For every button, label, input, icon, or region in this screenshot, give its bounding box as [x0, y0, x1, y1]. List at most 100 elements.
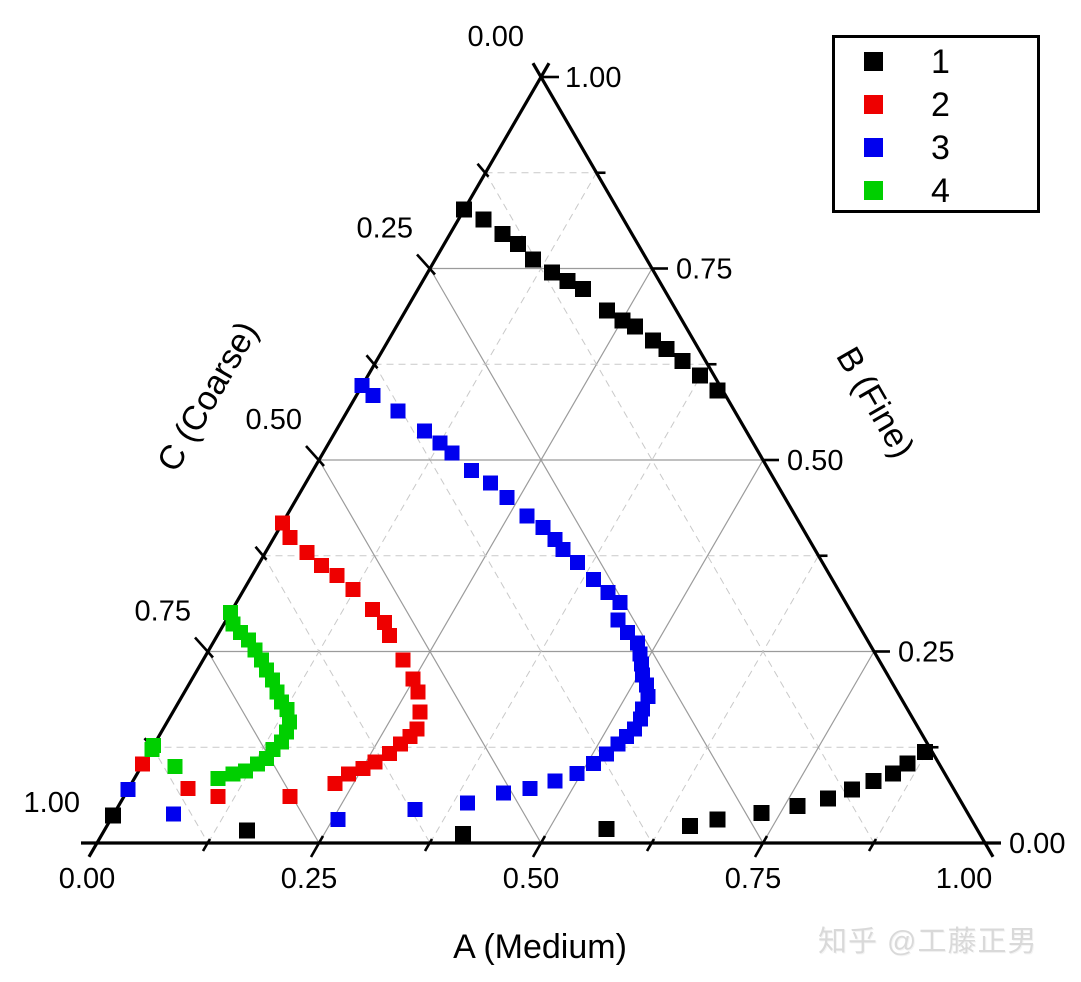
- data-point-marker: [633, 656, 649, 672]
- data-point-marker: [390, 403, 406, 419]
- data-point-marker: [495, 785, 511, 801]
- tick-label-c: 0.00: [468, 21, 524, 53]
- tick-c: [476, 162, 490, 178]
- data-point-marker: [367, 754, 383, 770]
- data-point-marker: [535, 519, 551, 535]
- tick-c: [254, 545, 268, 561]
- data-point-marker: [899, 755, 916, 772]
- data-point-marker: [340, 766, 356, 782]
- data-point-marker: [355, 761, 371, 777]
- data-point-marker: [843, 781, 860, 798]
- data-point-marker: [709, 811, 726, 828]
- tick-a: [645, 838, 656, 852]
- data-point-marker: [329, 568, 345, 584]
- gridline-minor: [651, 555, 819, 844]
- data-point-marker: [407, 801, 423, 817]
- legend-item-label: 3: [931, 128, 950, 167]
- data-point-marker: [612, 595, 628, 610]
- tick-label-c: 1.00: [24, 787, 80, 819]
- tick-label-a: 0.50: [503, 863, 559, 895]
- data-point-marker: [658, 340, 675, 357]
- legend-swatch-icon: [864, 138, 883, 157]
- data-point-marker: [598, 821, 615, 838]
- data-point-marker: [282, 529, 298, 545]
- gridline-minor: [485, 172, 875, 844]
- data-point-marker: [365, 388, 381, 404]
- series-2-points: [135, 515, 428, 804]
- gridline-minor: [873, 746, 930, 844]
- gridline-minor: [374, 363, 653, 844]
- data-point-marker: [395, 652, 411, 668]
- data-point-marker: [275, 515, 291, 531]
- data-point-marker: [382, 745, 398, 761]
- data-point-marker: [279, 702, 295, 718]
- data-point-marker: [412, 704, 428, 720]
- data-point-marker: [210, 771, 226, 787]
- legend-swatch-icon: [864, 181, 883, 200]
- data-point-marker: [145, 738, 161, 754]
- data-point-marker: [569, 555, 585, 571]
- data-point-marker: [482, 475, 498, 491]
- data-point-marker: [456, 201, 473, 218]
- tick-a: [201, 838, 212, 852]
- series-4-points: [144, 604, 298, 787]
- legend-item-label: 4: [931, 171, 950, 210]
- data-point-marker: [249, 756, 265, 772]
- tick-a: [753, 835, 769, 858]
- data-point-marker: [614, 312, 631, 329]
- tick-a: [867, 838, 878, 852]
- gridline-minor: [207, 172, 597, 844]
- data-point-marker: [753, 805, 770, 822]
- data-point-marker: [547, 773, 563, 789]
- data-point-marker: [105, 807, 121, 824]
- tick-label-a: 0.75: [725, 863, 781, 895]
- gridline-minor: [429, 363, 708, 844]
- data-point-marker: [644, 332, 661, 349]
- data-point-marker: [180, 781, 196, 797]
- data-point-marker: [522, 781, 538, 797]
- watermark-text: 知乎 @工藤正男: [818, 926, 1038, 958]
- legend-item: 3: [835, 126, 1037, 169]
- data-point-marker: [444, 445, 460, 461]
- data-point-marker: [917, 743, 934, 760]
- data-point-marker: [165, 806, 181, 822]
- data-point-marker: [555, 542, 571, 558]
- tick-c: [365, 354, 379, 370]
- legend-item: 4: [835, 169, 1037, 212]
- data-point-marker: [120, 781, 136, 797]
- data-point-marker: [639, 677, 655, 693]
- data-point-marker: [865, 773, 882, 789]
- data-point-marker: [210, 788, 226, 804]
- tick-c: [416, 253, 436, 276]
- gridline-major: [762, 651, 875, 844]
- tick-label-a: 0.00: [59, 863, 115, 895]
- data-point-marker: [410, 684, 426, 700]
- gridline-major: [318, 459, 542, 844]
- gridline-minor: [263, 555, 431, 844]
- data-point-marker: [475, 211, 492, 228]
- data-point-marker: [239, 822, 256, 839]
- tick-label-c: 0.75: [135, 596, 191, 628]
- tick-label-b: 0.75: [676, 254, 732, 286]
- tick-label-c: 0.25: [357, 213, 413, 245]
- data-point-marker: [599, 302, 616, 319]
- tick-label-c: 0.50: [246, 404, 302, 436]
- data-point-marker: [499, 490, 515, 505]
- tick-label-b: 0.50: [787, 445, 843, 477]
- data-point-marker: [789, 798, 806, 815]
- data-point-marker: [282, 788, 298, 804]
- data-point-marker: [600, 585, 616, 600]
- tick-label-b: 0.25: [898, 637, 954, 669]
- data-point-marker: [225, 766, 241, 782]
- legend-swatch-icon: [864, 52, 883, 71]
- data-point-marker: [585, 755, 601, 771]
- data-point-marker: [264, 672, 280, 688]
- data-point-marker: [709, 382, 726, 399]
- series-1-points: [105, 201, 934, 842]
- tick-label-a: 1.00: [936, 863, 992, 895]
- gridline-major: [207, 651, 320, 844]
- data-point-marker: [819, 790, 836, 807]
- legend-item: 2: [835, 83, 1037, 126]
- data-point-marker: [135, 756, 151, 772]
